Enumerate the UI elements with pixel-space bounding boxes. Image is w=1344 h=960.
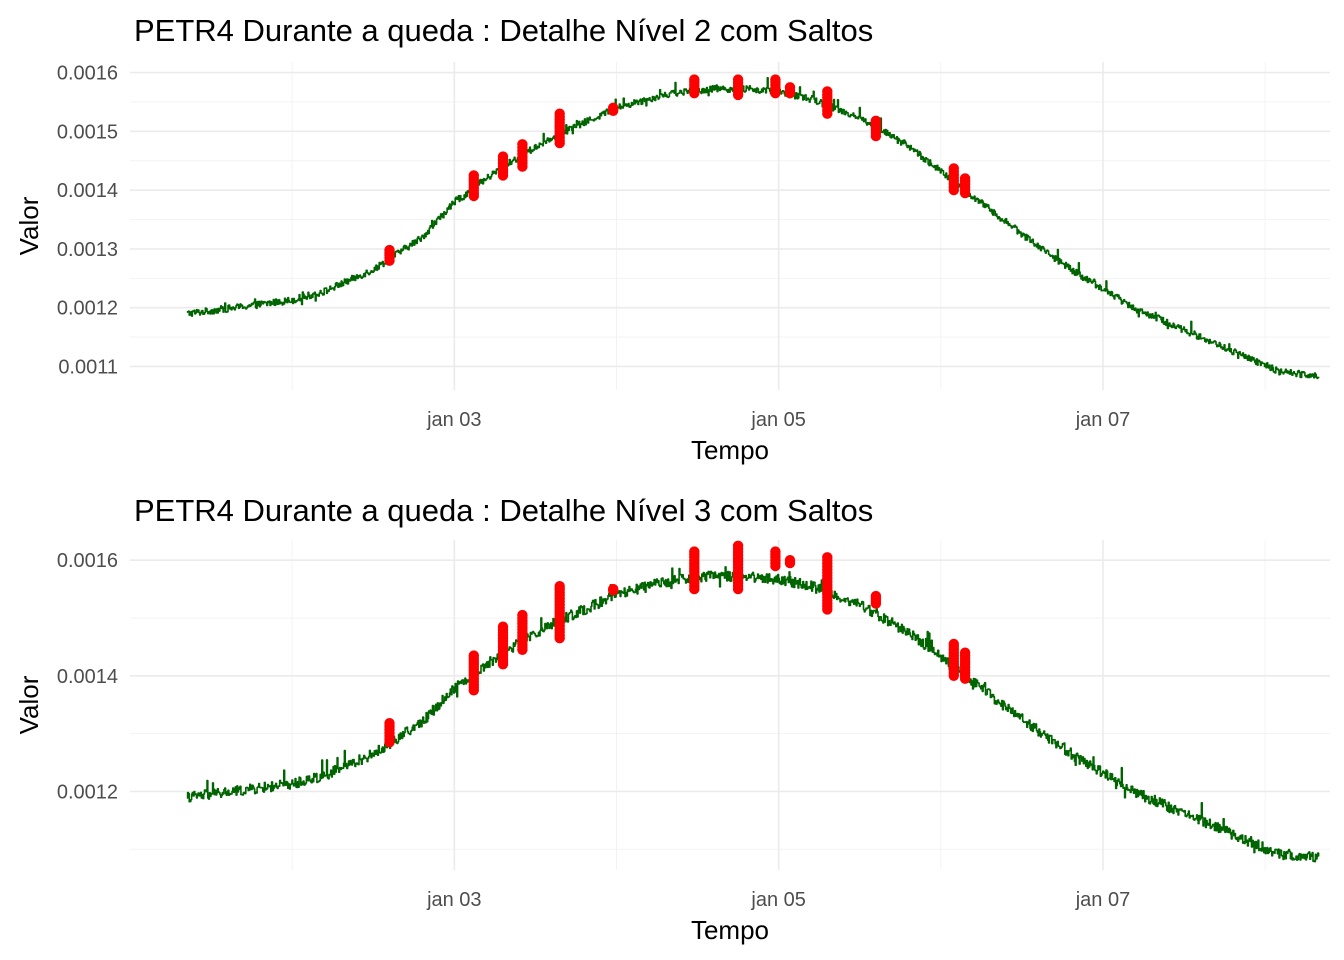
y-tick-label: 0.0011 xyxy=(58,356,118,378)
x-tick-label: jan 05 xyxy=(750,409,806,431)
jump-point xyxy=(517,161,528,172)
y-tick-label: 0.0012 xyxy=(57,298,118,320)
series-line xyxy=(186,77,1320,380)
jump-point xyxy=(870,598,882,609)
y-tick-label: 0.0016 xyxy=(57,63,118,85)
jump-point xyxy=(784,88,796,99)
y-tick-label: 0.0016 xyxy=(57,550,118,572)
jump-point xyxy=(770,560,781,572)
series-line xyxy=(186,566,1320,863)
chart-panel-2: PETR4 Durante a queda : Detalhe Nível 3 … xyxy=(14,493,1330,945)
chart-title: PETR4 Durante a queda : Detalhe Nível 3 … xyxy=(134,493,873,528)
y-tick-label: 0.0014 xyxy=(57,666,118,688)
chart-title: PETR4 Durante a queda : Detalhe Nível 2 … xyxy=(134,13,873,48)
y-axis-label: Valor xyxy=(14,196,44,255)
jump-point xyxy=(770,88,781,99)
x-axis-label: Tempo xyxy=(691,435,769,465)
jump-point xyxy=(948,184,959,196)
jump-point xyxy=(384,737,395,748)
jump-point xyxy=(468,685,479,696)
jump-point xyxy=(870,130,882,142)
chart-panel-1: PETR4 Durante a queda : Detalhe Nível 2 … xyxy=(14,13,1330,465)
y-tick-label: 0.0015 xyxy=(57,121,118,143)
jump-point xyxy=(497,170,509,181)
jump-point xyxy=(732,583,744,595)
y-tick-label: 0.0014 xyxy=(57,180,118,202)
jump-point xyxy=(608,105,619,117)
jump-point xyxy=(959,673,971,684)
x-tick-label: jan 07 xyxy=(1075,409,1131,431)
y-tick-label: 0.0013 xyxy=(57,239,118,261)
y-axis-label: Valor xyxy=(14,675,44,734)
jump-point xyxy=(689,583,700,595)
jump-point xyxy=(689,88,700,99)
jump-point xyxy=(384,255,395,266)
jump-point xyxy=(948,670,959,681)
jump-point xyxy=(784,557,796,569)
x-tick-label: jan 03 xyxy=(426,409,482,431)
x-tick-label: jan 05 xyxy=(750,889,806,911)
jump-point xyxy=(732,89,744,101)
jump-point xyxy=(554,633,565,644)
jump-point xyxy=(468,190,479,202)
jump-point xyxy=(822,108,833,119)
jump-point xyxy=(959,187,971,199)
jump-point xyxy=(608,585,619,596)
jump-point xyxy=(554,137,565,149)
jump-point xyxy=(822,604,833,615)
y-tick-label: 0.0012 xyxy=(57,781,118,803)
jump-point xyxy=(517,644,528,655)
jump-point xyxy=(497,659,509,670)
x-axis-label: Tempo xyxy=(691,915,769,945)
x-tick-label: jan 03 xyxy=(426,889,482,911)
x-tick-label: jan 07 xyxy=(1075,889,1131,911)
